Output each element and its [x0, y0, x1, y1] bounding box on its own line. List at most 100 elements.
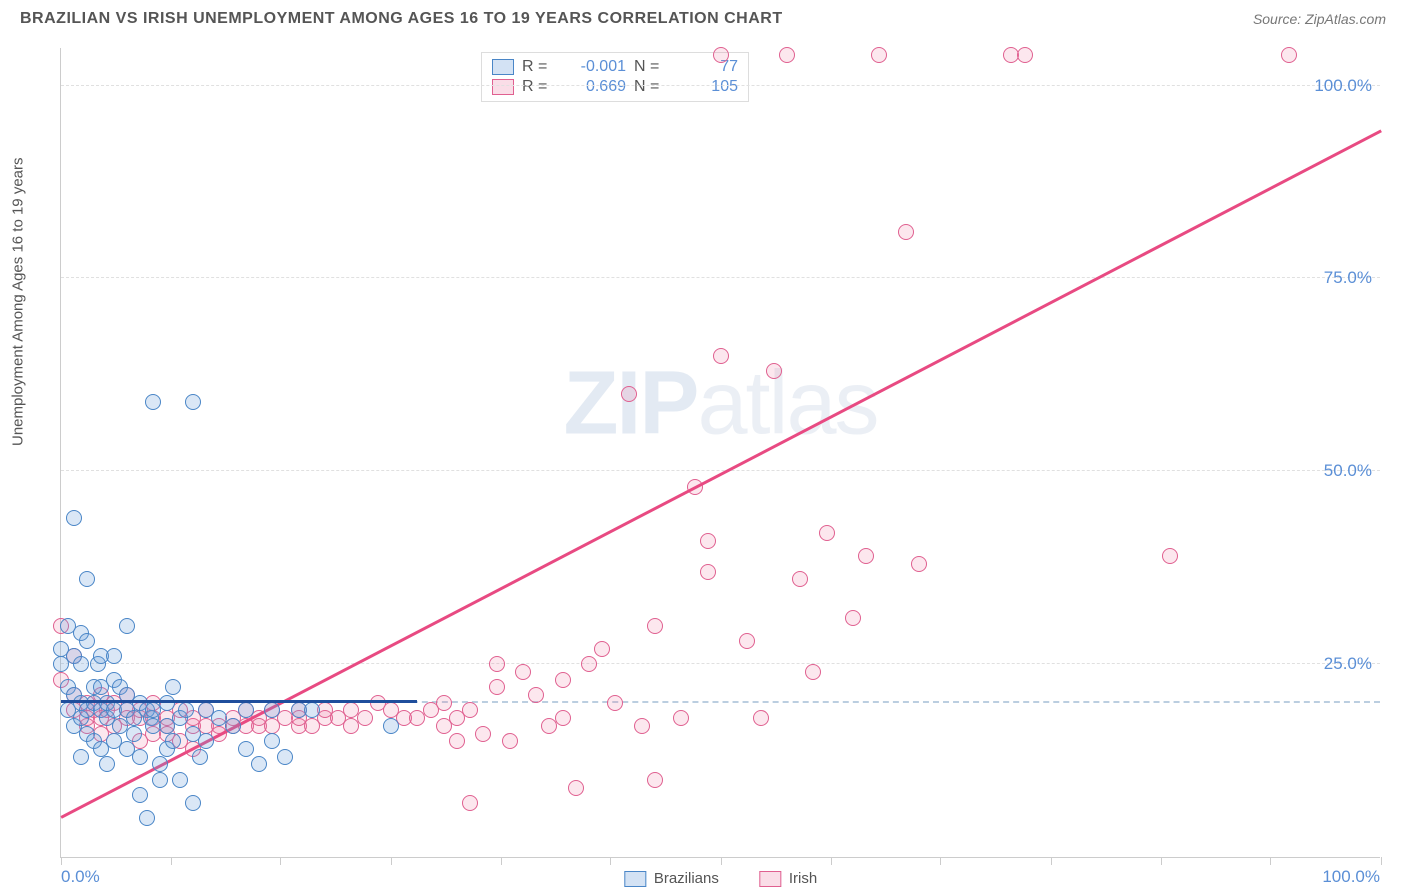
- data-point: [673, 710, 689, 726]
- data-point: [436, 695, 452, 711]
- data-point: [79, 633, 95, 649]
- data-point: [489, 656, 505, 672]
- trend-line: [61, 700, 417, 703]
- n-label: N =: [634, 58, 670, 76]
- data-point: [152, 756, 168, 772]
- data-point: [871, 47, 887, 63]
- data-point: [555, 710, 571, 726]
- x-tick-label-min: 0.0%: [61, 867, 100, 887]
- x-tick: [61, 857, 62, 865]
- data-point: [845, 610, 861, 626]
- data-point: [739, 633, 755, 649]
- data-point: [238, 741, 254, 757]
- legend-label: Brazilians: [654, 870, 719, 887]
- x-tick: [501, 857, 502, 865]
- gridline: [61, 663, 1380, 664]
- r-value: 0.669: [566, 78, 626, 96]
- n-label: N =: [634, 78, 670, 96]
- data-point: [192, 749, 208, 765]
- data-point: [594, 641, 610, 657]
- swatch-icon: [492, 79, 514, 95]
- legend-item-brazilians: Brazilians: [624, 870, 719, 887]
- chart-title: BRAZILIAN VS IRISH UNEMPLOYMENT AMONG AG…: [20, 10, 783, 28]
- legend-row-irish: R = 0.669 N = 105: [492, 77, 738, 97]
- legend-row-brazilians: R = -0.001 N = 77: [492, 57, 738, 77]
- data-point: [753, 710, 769, 726]
- trend-line: [60, 130, 1381, 819]
- data-point: [647, 618, 663, 634]
- data-point: [502, 733, 518, 749]
- gridline: [61, 277, 1380, 278]
- data-point: [264, 733, 280, 749]
- data-point: [515, 664, 531, 680]
- data-point: [581, 656, 597, 672]
- data-point: [528, 687, 544, 703]
- n-value: 105: [678, 78, 738, 96]
- data-point: [251, 756, 267, 772]
- data-point: [713, 348, 729, 364]
- data-point: [383, 718, 399, 734]
- data-point: [779, 47, 795, 63]
- x-tick: [391, 857, 392, 865]
- swatch-icon: [492, 59, 514, 75]
- data-point: [805, 664, 821, 680]
- data-point: [819, 525, 835, 541]
- x-tick: [940, 857, 941, 865]
- data-point: [858, 548, 874, 564]
- gridline: [61, 85, 1380, 86]
- data-point: [700, 564, 716, 580]
- data-point: [126, 726, 142, 742]
- data-point: [165, 679, 181, 695]
- y-tick-label: 100.0%: [1314, 76, 1372, 96]
- swatch-icon: [759, 871, 781, 887]
- data-point: [172, 772, 188, 788]
- gridline: [61, 470, 1380, 471]
- n-value: 77: [678, 58, 738, 76]
- data-point: [634, 718, 650, 734]
- data-point: [185, 394, 201, 410]
- source-attribution: Source: ZipAtlas.com: [1253, 11, 1386, 27]
- data-point: [647, 772, 663, 788]
- data-point: [277, 749, 293, 765]
- data-point: [106, 648, 122, 664]
- data-point: [357, 710, 373, 726]
- data-point: [79, 571, 95, 587]
- data-point: [152, 772, 168, 788]
- data-point: [555, 672, 571, 688]
- data-point: [1017, 47, 1033, 63]
- data-point: [1281, 47, 1297, 63]
- data-point: [238, 702, 254, 718]
- legend-item-irish: Irish: [759, 870, 817, 887]
- x-tick: [171, 857, 172, 865]
- data-point: [713, 47, 729, 63]
- swatch-icon: [624, 871, 646, 887]
- data-point: [119, 618, 135, 634]
- r-value: -0.001: [566, 58, 626, 76]
- data-point: [462, 702, 478, 718]
- x-tick: [280, 857, 281, 865]
- legend-label: Irish: [789, 870, 817, 887]
- x-tick: [1051, 857, 1052, 865]
- x-tick: [1381, 857, 1382, 865]
- watermark: ZIPatlas: [563, 352, 877, 455]
- data-point: [792, 571, 808, 587]
- x-tick: [1270, 857, 1271, 865]
- data-point: [607, 695, 623, 711]
- data-point: [165, 733, 181, 749]
- data-point: [700, 533, 716, 549]
- data-point: [139, 810, 155, 826]
- data-point: [1162, 548, 1178, 564]
- y-axis-label: Unemployment Among Ages 16 to 19 years: [10, 157, 27, 446]
- data-point: [462, 795, 478, 811]
- data-point: [159, 695, 175, 711]
- r-label: R =: [522, 58, 558, 76]
- data-point: [766, 363, 782, 379]
- data-point: [99, 756, 115, 772]
- data-point: [621, 386, 637, 402]
- data-point: [449, 733, 465, 749]
- data-point: [489, 679, 505, 695]
- data-point: [132, 787, 148, 803]
- data-point: [73, 749, 89, 765]
- x-tick: [831, 857, 832, 865]
- data-point: [911, 556, 927, 572]
